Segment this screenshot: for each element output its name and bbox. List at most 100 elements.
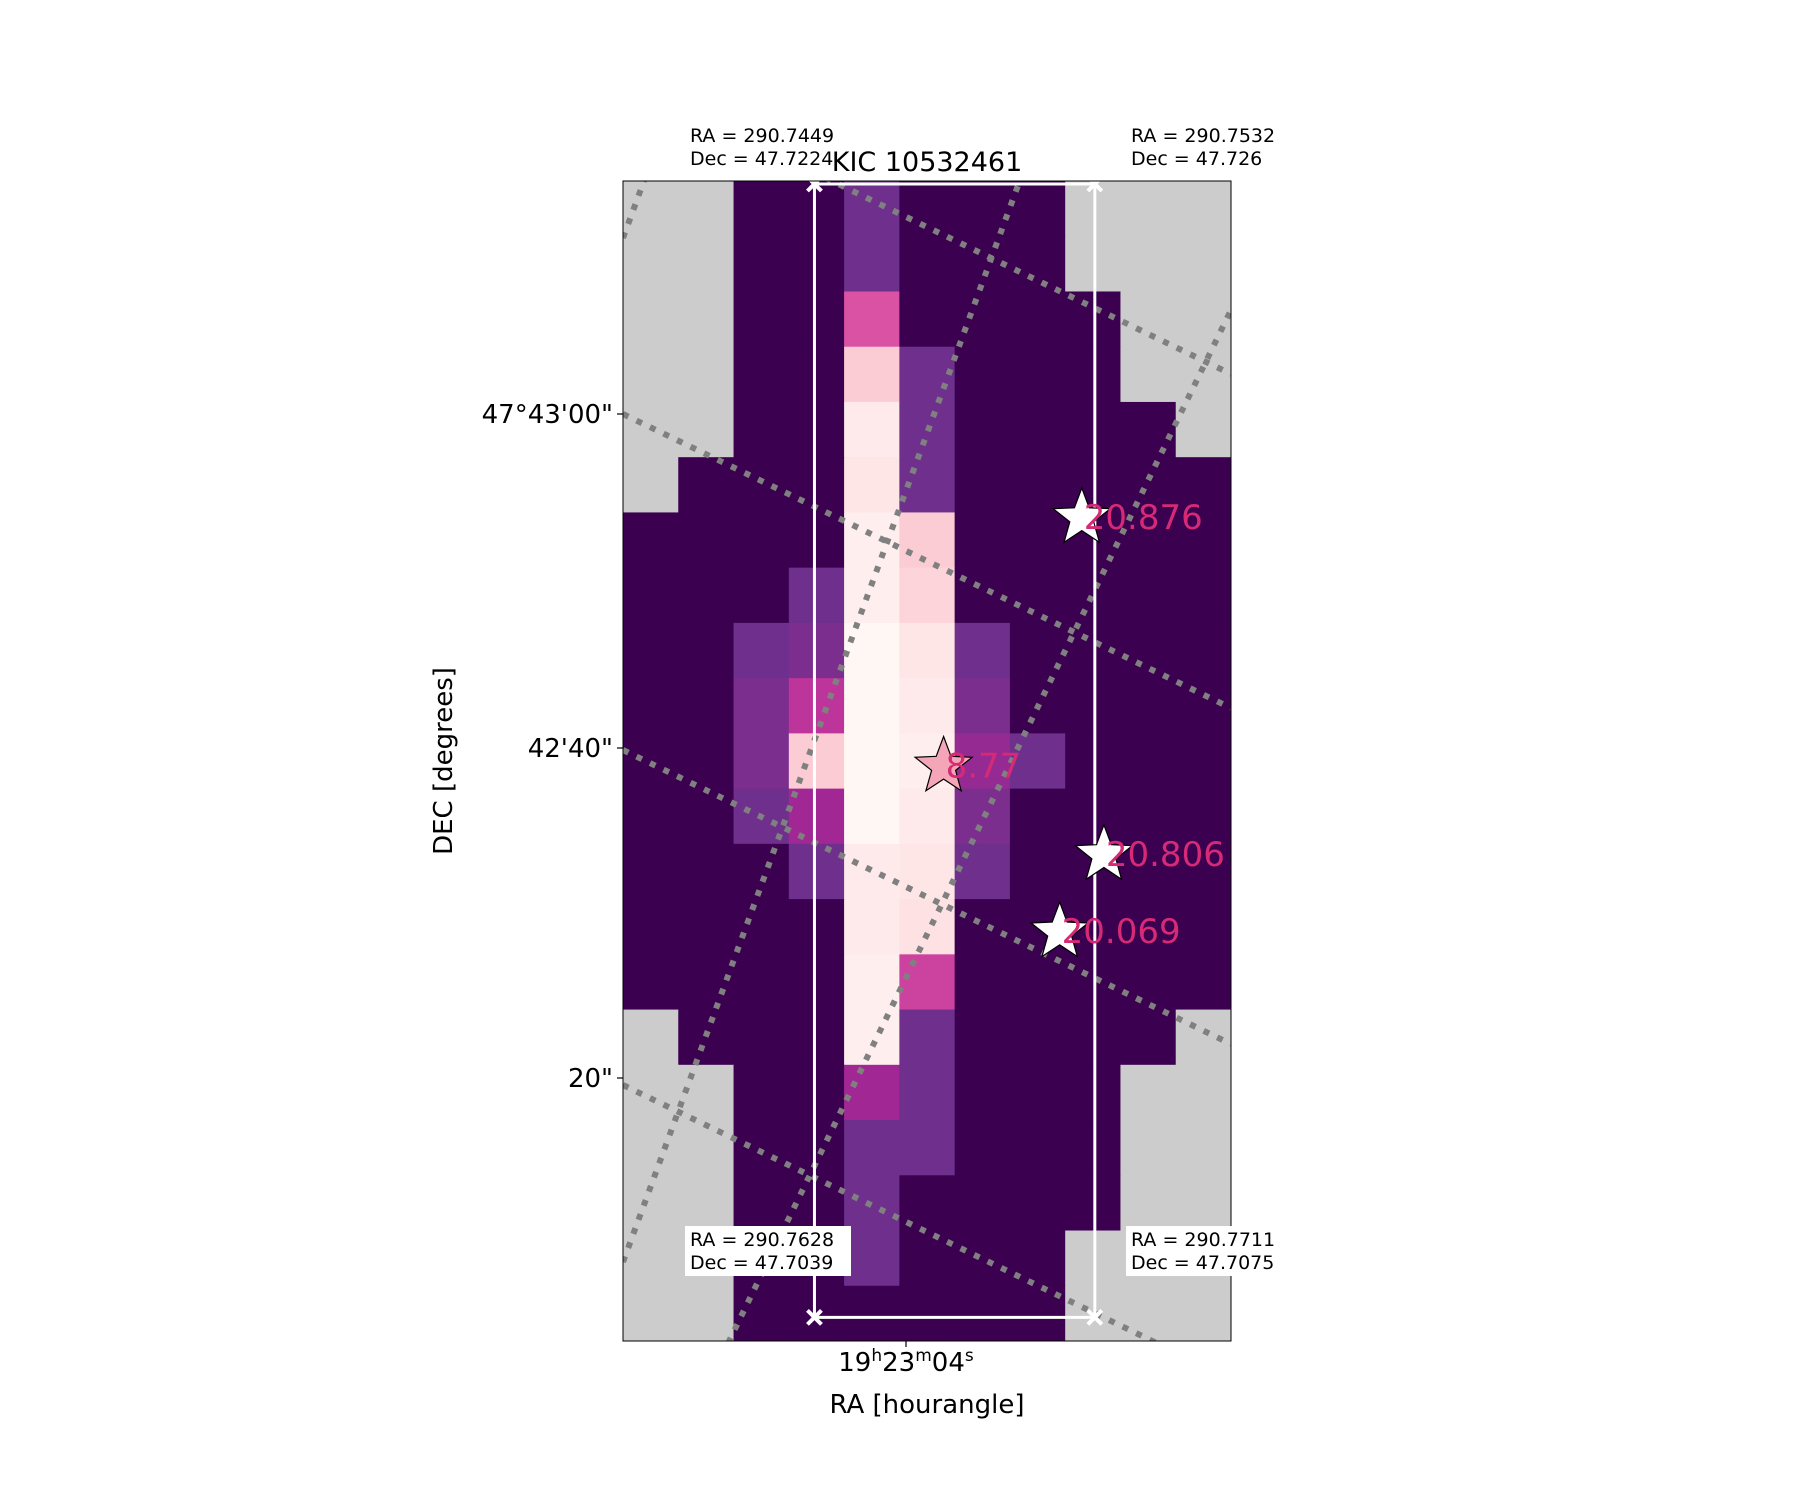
corner-label-background — [685, 1226, 851, 1276]
flux-pixel — [1120, 954, 1177, 1011]
masked-pixel — [623, 1064, 679, 1121]
flux-pixel — [1009, 788, 1066, 845]
star-marker — [1029, 900, 1090, 958]
flux-pixel — [844, 622, 900, 679]
flux-pixel — [1009, 622, 1066, 679]
flux-pixel — [1009, 512, 1066, 569]
flux-pixel — [733, 1064, 790, 1121]
corner-label-ra: RA = 290.7711 — [1131, 1229, 1275, 1251]
flux-pixel — [954, 1120, 1011, 1176]
flux-pixel — [1009, 1175, 1066, 1232]
flux-pixel — [1065, 567, 1122, 624]
flux-pixel — [899, 291, 956, 348]
corner-label-dec: Dec = 47.7224 — [690, 148, 833, 170]
star-magnitude-label: 20.876 — [1084, 498, 1203, 538]
flux-pixel — [678, 457, 735, 514]
flux-pixel — [954, 843, 1011, 900]
y-axis-label: DEC [degrees] — [429, 667, 459, 855]
flux-pixel — [1175, 843, 1231, 900]
ra-gridline — [623, 181, 1023, 1264]
flux-pixel — [1175, 512, 1231, 569]
flux-pixel — [678, 843, 735, 900]
corner-label-dec: Dec = 47.7075 — [1131, 1252, 1274, 1274]
flux-pixel — [788, 899, 845, 955]
flux-pixel — [788, 843, 845, 900]
masked-pixel — [678, 401, 735, 458]
flux-pixel — [788, 788, 845, 845]
masked-pixel — [1120, 1285, 1177, 1341]
flux-pixel — [1120, 622, 1177, 679]
flux-pixel — [899, 1285, 956, 1341]
flux-pixel — [788, 291, 845, 348]
corner-label-dec: Dec = 47.726 — [1131, 148, 1262, 170]
flux-pixel — [844, 181, 900, 237]
flux-pixel — [678, 512, 735, 569]
flux-pixel — [1120, 512, 1177, 569]
plot-area — [623, 181, 1231, 1341]
flux-pixel — [954, 1285, 1011, 1341]
flux-pixel — [788, 457, 845, 514]
flux-pixel — [788, 622, 845, 679]
masked-pixel — [623, 1230, 679, 1287]
flux-pixel — [954, 512, 1011, 569]
flux-pixel — [1175, 954, 1231, 1011]
flux-pixel — [844, 1230, 900, 1287]
masked-pixel — [1175, 1285, 1231, 1341]
flux-pixel — [954, 1230, 1011, 1287]
flux-pixel — [1120, 678, 1177, 734]
ticks-layer: 47°43'00" 42'40" 20" 19h23m04s — [482, 400, 974, 1378]
flux-pixel — [844, 346, 900, 403]
flux-pixel — [1175, 457, 1231, 514]
flux-pixel — [844, 678, 900, 734]
masked-pixel — [1175, 1120, 1231, 1176]
star-marker-group: 8.77 — [913, 734, 1021, 793]
flux-pixel — [623, 954, 679, 1011]
flux-pixel — [788, 512, 845, 569]
masked-pixel — [1065, 181, 1122, 237]
flux-pixel — [678, 567, 735, 624]
flux-pixel — [844, 236, 900, 293]
corner-marker — [806, 181, 823, 193]
flux-pixel — [623, 512, 679, 569]
flux-pixel — [844, 954, 900, 1011]
masked-pixel — [678, 1120, 735, 1176]
flux-pixel — [1065, 401, 1122, 458]
star-marker-group: 20.876 — [1051, 486, 1203, 544]
flux-pixel — [1009, 733, 1066, 790]
flux-pixel — [788, 1009, 845, 1066]
flux-pixel — [1009, 1009, 1066, 1066]
flux-pixel — [1065, 1064, 1122, 1121]
masked-pixel — [623, 1009, 679, 1066]
y-tick-label: 47°43'00" — [482, 400, 613, 430]
flux-pixel — [1175, 622, 1231, 679]
flux-pixel — [899, 622, 956, 679]
flux-pixel — [899, 1120, 956, 1176]
flux-pixel — [788, 954, 845, 1011]
flux-pixel — [954, 1064, 1011, 1121]
flux-pixel — [1009, 1064, 1066, 1121]
y-tick-label: 20" — [568, 1064, 613, 1094]
masked-pixel — [1120, 1064, 1177, 1121]
flux-pixel — [899, 181, 956, 237]
corner-label-background — [1126, 1226, 1292, 1276]
flux-pixel — [1065, 733, 1122, 790]
flux-pixel — [788, 678, 845, 734]
flux-pixel — [844, 788, 900, 845]
flux-pixel — [1065, 346, 1122, 403]
masked-pixel — [623, 346, 679, 403]
masked-pixel — [623, 1120, 679, 1176]
flux-pixel — [1065, 1009, 1122, 1066]
flux-pixel — [954, 457, 1011, 514]
flux-pixel — [844, 843, 900, 900]
flux-pixel — [733, 843, 790, 900]
masked-pixel — [623, 1175, 679, 1232]
flux-pixel — [1120, 401, 1177, 458]
flux-pixel — [899, 236, 956, 293]
flux-pixel — [623, 567, 679, 624]
flux-pixel — [844, 291, 900, 348]
flux-pixel — [1120, 567, 1177, 624]
flux-pixel — [1065, 678, 1122, 734]
flux-pixel — [788, 236, 845, 293]
